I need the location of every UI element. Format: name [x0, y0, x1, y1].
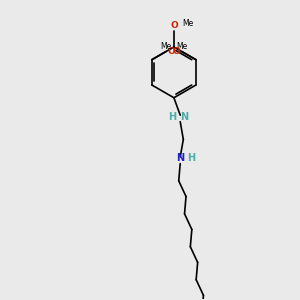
Text: H: H	[187, 154, 195, 164]
Text: H: H	[169, 112, 177, 122]
Text: N: N	[176, 154, 184, 164]
Text: Me: Me	[160, 43, 172, 52]
Text: Me: Me	[182, 19, 194, 28]
Text: O: O	[167, 47, 175, 56]
Text: O: O	[173, 47, 181, 56]
Text: O: O	[170, 21, 178, 30]
Text: Me: Me	[176, 43, 188, 52]
Text: N: N	[180, 112, 188, 122]
